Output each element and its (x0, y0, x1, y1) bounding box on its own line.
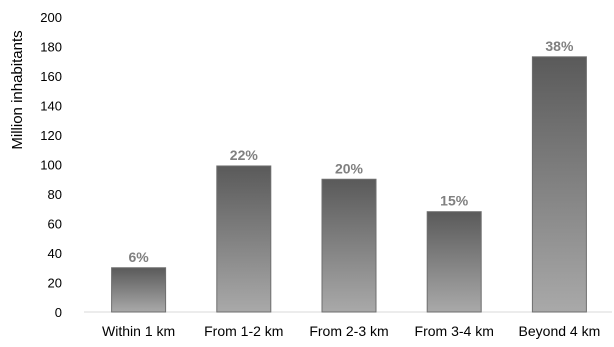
bar-2 (216, 165, 272, 313)
y-tick-label: 180 (40, 40, 62, 55)
x-tick-label: From 2-3 km (309, 323, 388, 339)
bar-1 (111, 267, 167, 313)
y-tick-label: 0 (55, 305, 62, 320)
y-tick-label: 160 (40, 69, 62, 84)
x-tick-label: Beyond 4 km (519, 323, 601, 339)
y-tick-label: 120 (40, 128, 62, 143)
data-label: 15% (440, 193, 469, 209)
y-tick-label: 40 (48, 246, 62, 261)
y-axis-label: Million inhabitants (9, 30, 26, 149)
y-tick-label: 20 (48, 276, 62, 291)
y-tick-label: 100 (40, 158, 62, 173)
bar-4 (426, 211, 482, 313)
y-tick-label: 60 (48, 217, 62, 232)
data-label: 20% (335, 160, 364, 176)
bar-3 (321, 178, 377, 313)
y-tick-label: 140 (40, 99, 62, 114)
data-label: 22% (230, 147, 259, 163)
bar-5 (531, 56, 587, 313)
y-tick-label: 80 (48, 187, 62, 202)
y-tick-label: 200 (40, 10, 62, 25)
x-tick-label: Within 1 km (102, 323, 175, 339)
x-tick-label: From 3-4 km (415, 323, 494, 339)
data-label: 6% (128, 249, 149, 265)
data-label: 38% (545, 38, 574, 54)
x-tick-label: From 1-2 km (204, 323, 283, 339)
